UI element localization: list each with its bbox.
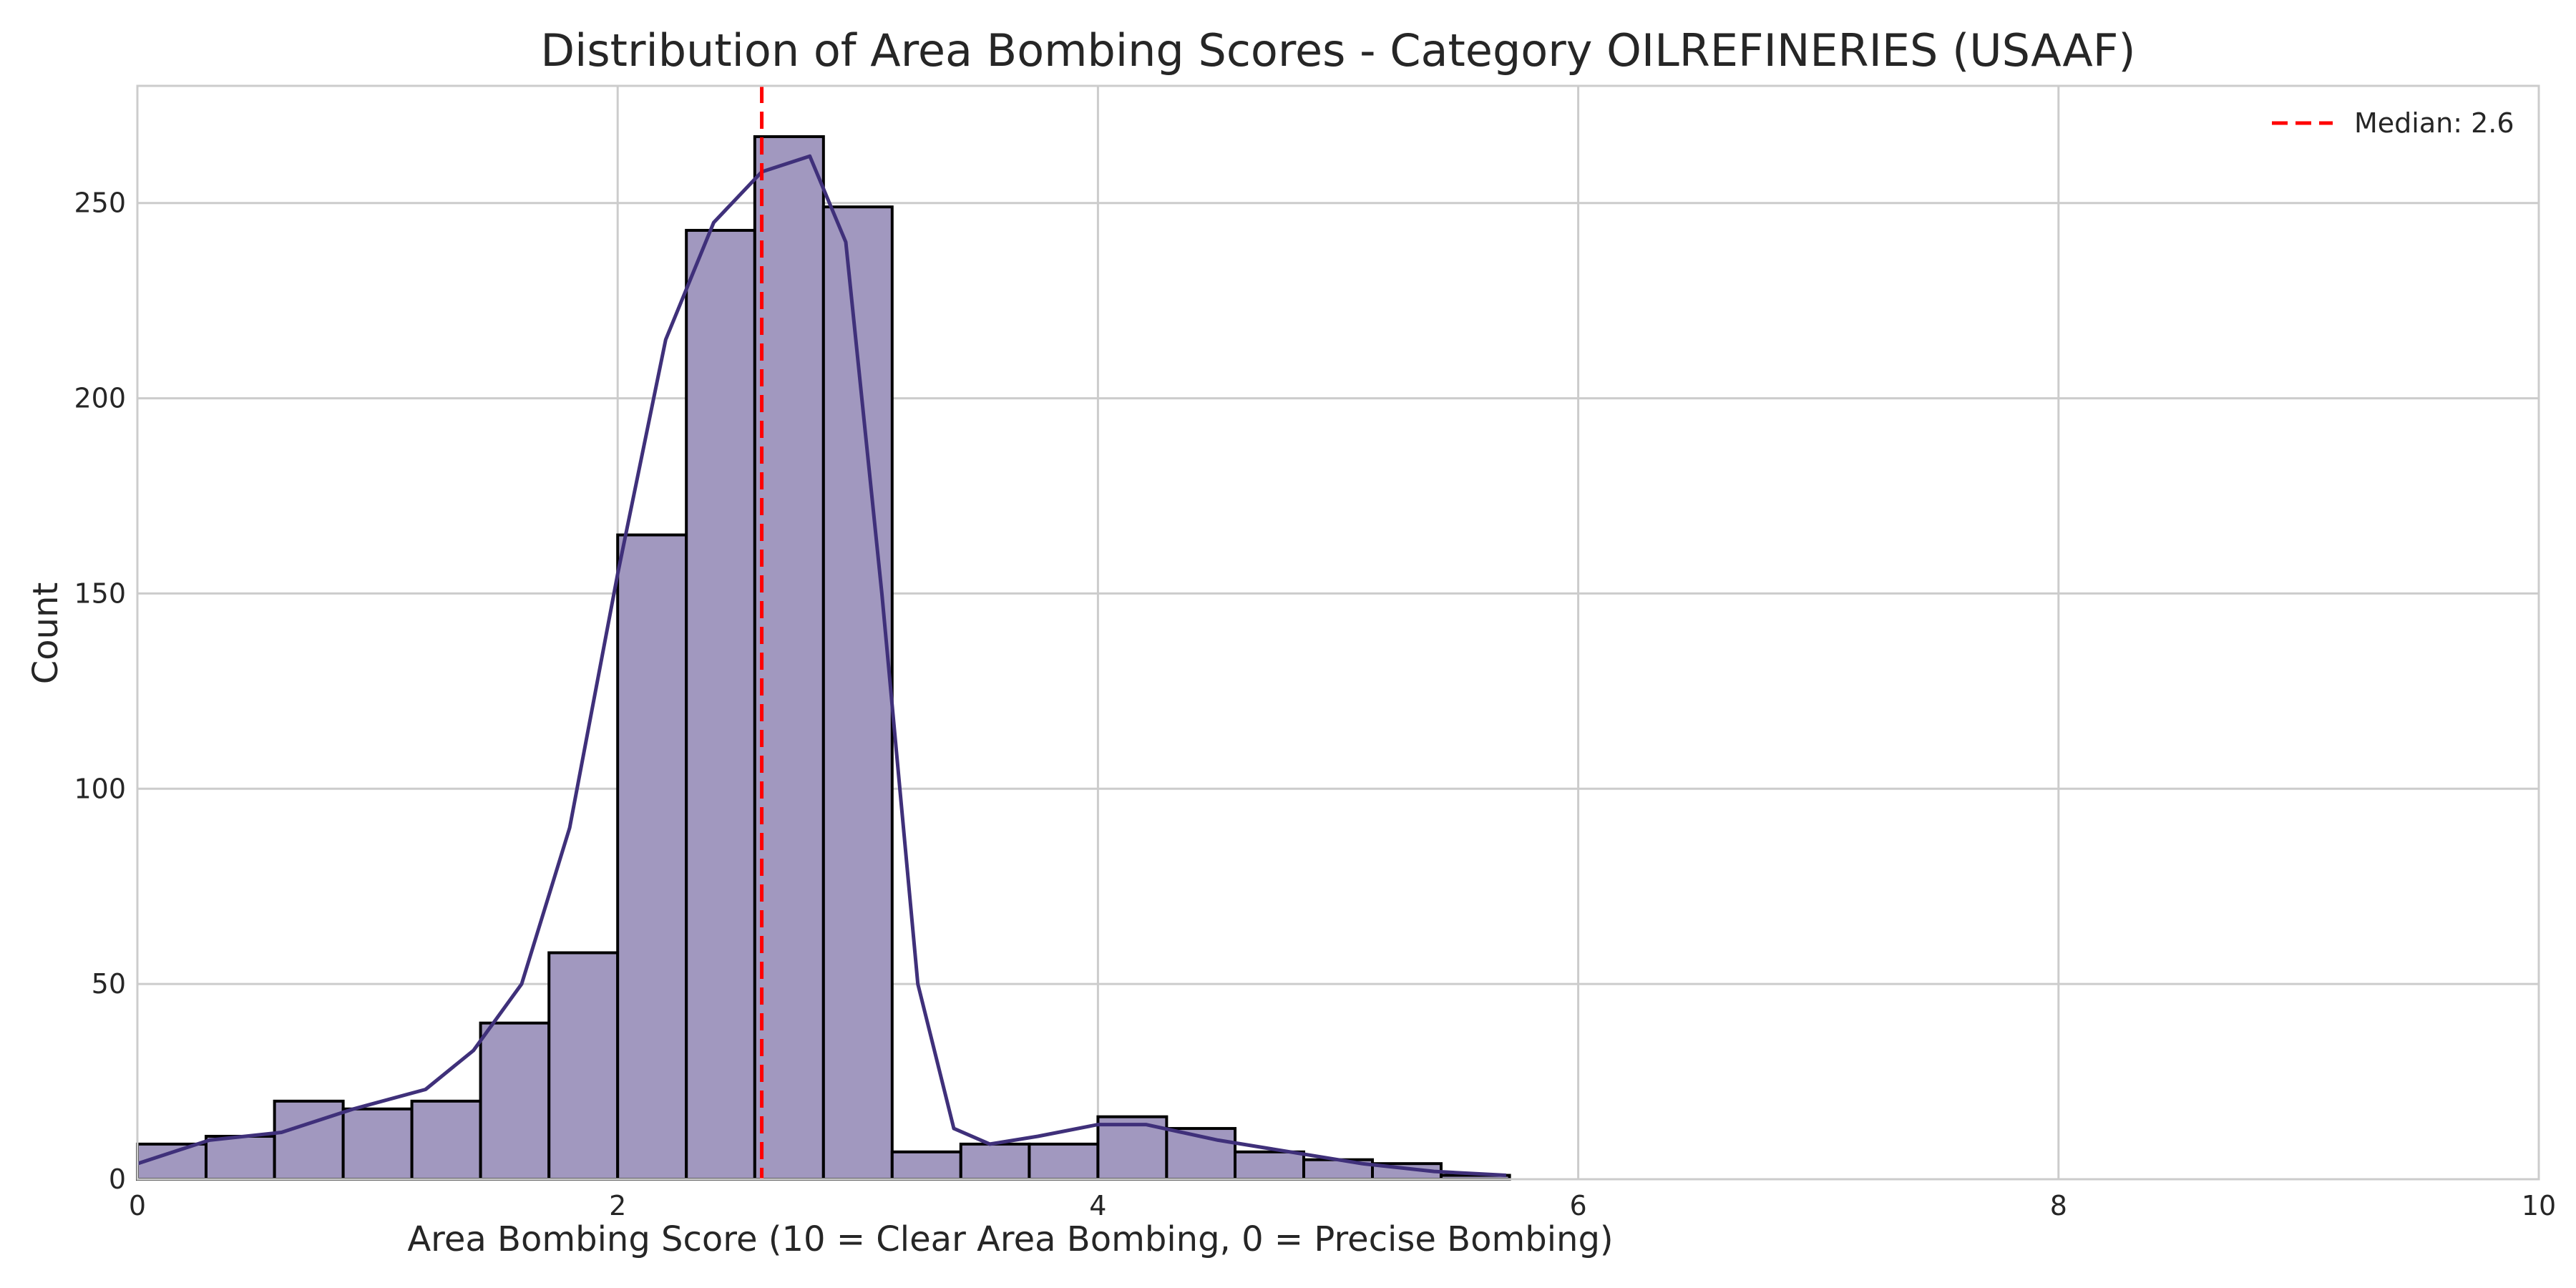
y-tick-label: 200 (74, 383, 126, 414)
histogram-bar (341, 1107, 414, 1181)
y-axis-label: Count (26, 582, 66, 685)
kde-curve (137, 154, 1507, 1177)
x-tick-label: 4 (1089, 1190, 1106, 1221)
x-tick-label: 2 (609, 1190, 626, 1221)
x-tick-label: 8 (2050, 1190, 2067, 1221)
x-axis-ticks: 0 2 4 6 8 10 (129, 1190, 2556, 1221)
histogram-bars (136, 135, 1511, 1181)
x-tick-label: 10 (2522, 1190, 2556, 1221)
x-axis-label: Area Bombing Score (10 = Clear Area Bomb… (407, 1219, 1613, 1259)
histogram-bar (753, 135, 825, 1181)
histogram-bar (479, 1021, 551, 1181)
plot-area (136, 84, 2540, 1181)
x-tick-label: 0 (129, 1190, 146, 1221)
y-axis-ticks: 0 50 100 150 200 250 (74, 187, 126, 1195)
y-tick-label: 0 (109, 1163, 126, 1195)
histogram-bar (1234, 1150, 1306, 1181)
y-tick-label: 150 (74, 577, 126, 609)
legend-median-label: Median: 2.6 (2354, 107, 2514, 139)
histogram-bar (204, 1134, 276, 1181)
x-tick-label: 6 (1570, 1190, 1587, 1221)
histogram-bar (890, 1150, 962, 1181)
histogram-bar (685, 228, 756, 1181)
histogram-bar (1028, 1142, 1100, 1181)
histogram-bar (273, 1099, 345, 1181)
plot-background (137, 86, 2539, 1179)
chart-title: Distribution of Area Bombing Scores - Ca… (540, 24, 2135, 77)
y-tick-label: 50 (92, 968, 126, 1000)
histogram-bar (959, 1142, 1031, 1181)
plot-frame (136, 84, 2540, 1181)
y-tick-label: 250 (74, 187, 126, 219)
histogram-bar (410, 1099, 482, 1181)
y-tick-label: 100 (74, 773, 126, 804)
legend: Median: 2.6 (2272, 107, 2514, 139)
histogram-bar (616, 533, 688, 1181)
histogram-bar (547, 951, 620, 1181)
